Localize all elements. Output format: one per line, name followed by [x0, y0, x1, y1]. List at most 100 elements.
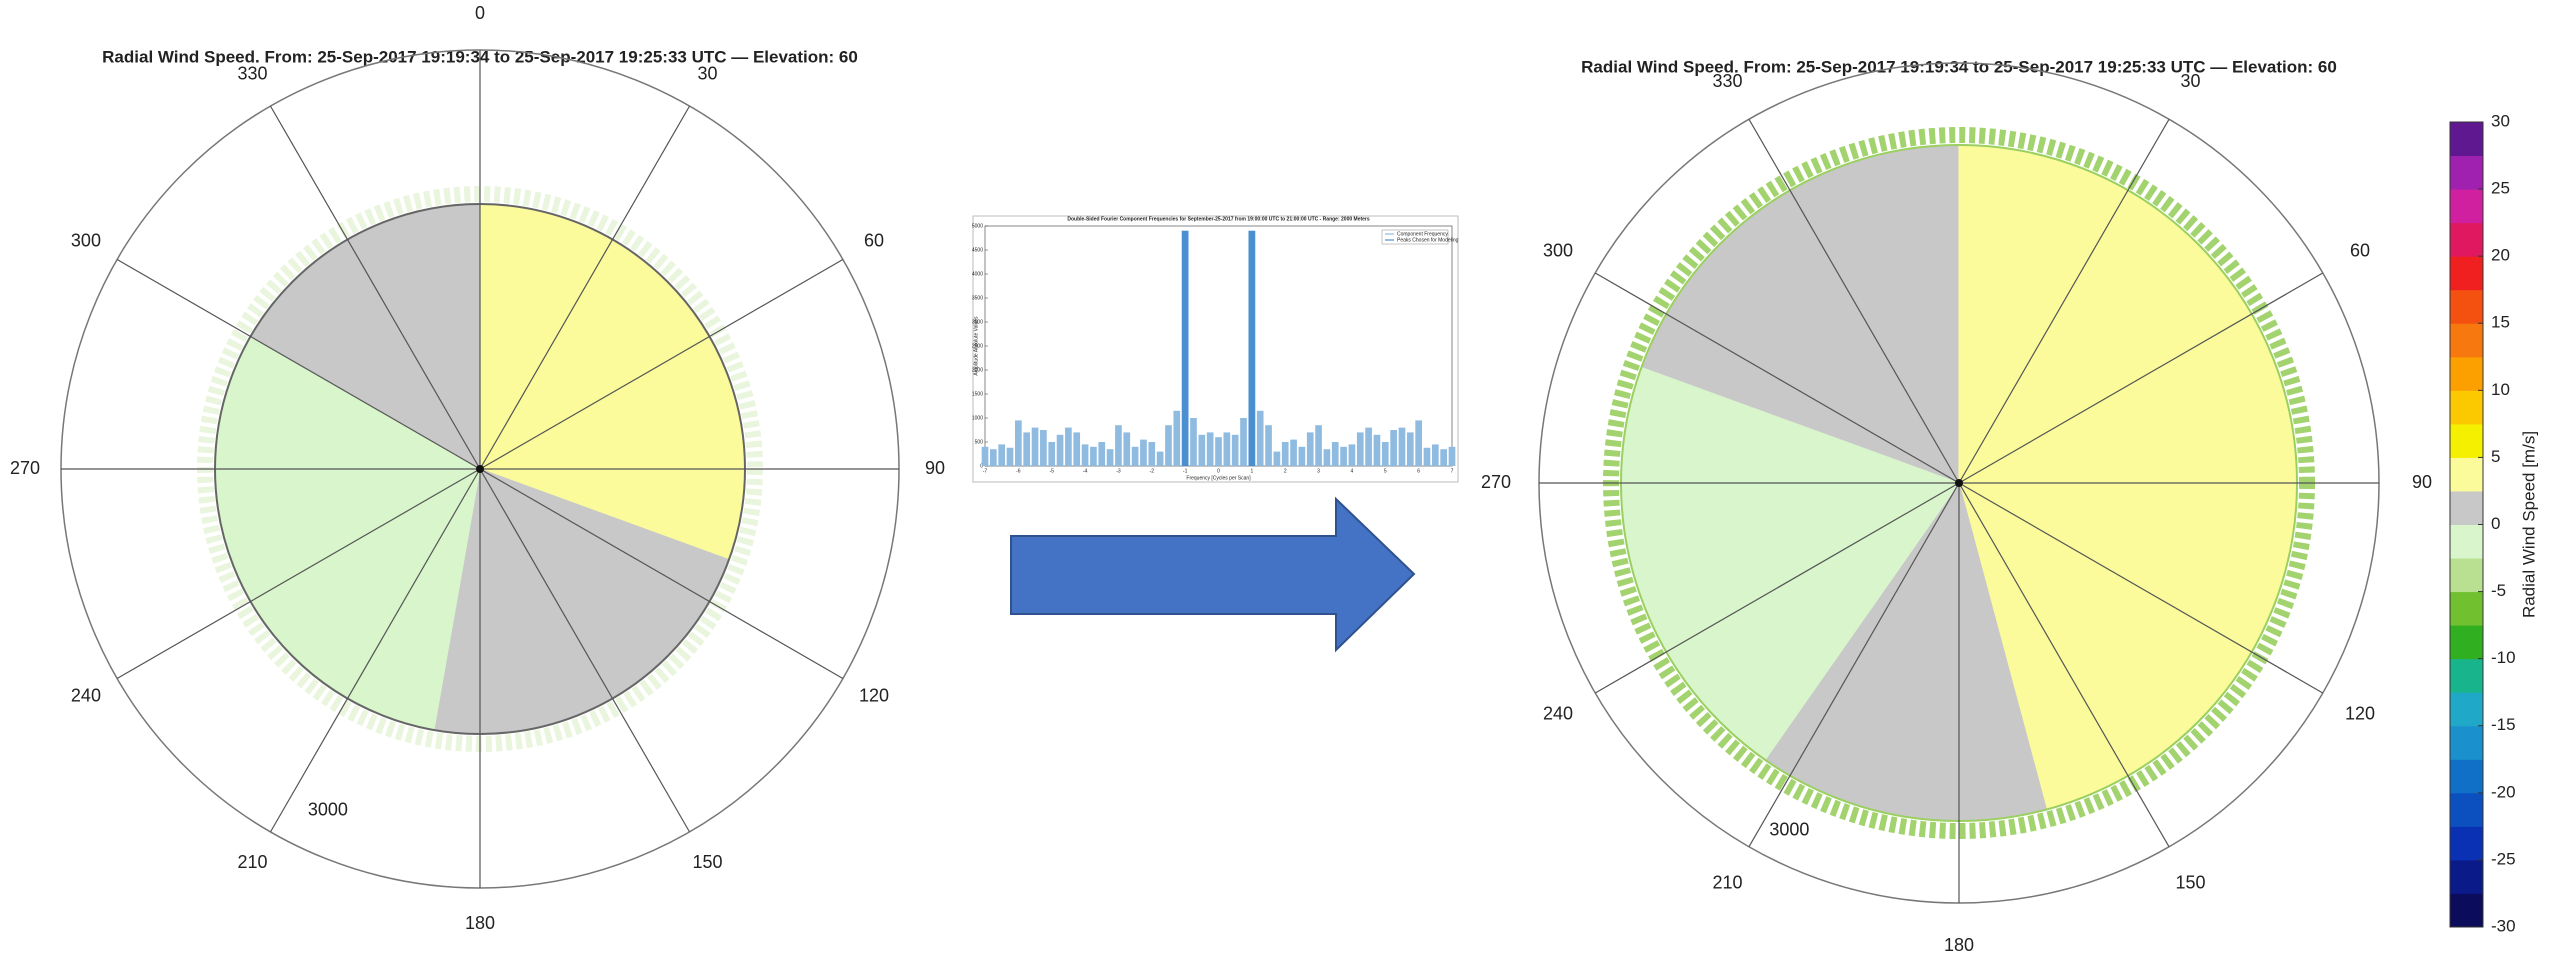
angle-label: 60: [2350, 240, 2370, 260]
y-tick-label: 2000: [972, 367, 983, 373]
angle-label: 150: [692, 852, 722, 872]
spoke: [479, 258, 844, 470]
bar: [1415, 420, 1422, 466]
colorbar-tick-label: 30: [2491, 111, 2510, 130]
bar: [1206, 432, 1214, 466]
x-tick-label: -1: [1183, 468, 1188, 474]
colorbar-bin: [2450, 859, 2483, 894]
bar: [1148, 442, 1156, 466]
colorbar-tick-label: 20: [2491, 246, 2510, 265]
colorbar-bin: [2450, 625, 2483, 660]
x-tick-label: 3: [1317, 468, 1320, 474]
bar: [1390, 430, 1397, 466]
colorbar-tick-label: -5: [2491, 581, 2506, 600]
y-tick-label: 3500: [972, 295, 983, 301]
x-tick-label: 0: [1217, 468, 1220, 474]
bar: [1448, 446, 1456, 466]
bar: [1215, 437, 1222, 466]
y-axis-label: Amplitude Absolute Values: [973, 316, 979, 376]
x-tick-label: 1: [1250, 468, 1253, 474]
bar: [1240, 418, 1247, 466]
bar: [1123, 432, 1131, 466]
spoke: [116, 258, 481, 470]
bar: [1248, 230, 1256, 466]
angle-label: 60: [864, 230, 884, 250]
y-tick-label: 4000: [972, 271, 983, 277]
bar: [1090, 446, 1097, 466]
colorbar-bin: [2450, 189, 2483, 224]
bar: [1423, 447, 1431, 466]
colorbar-bin: [2450, 725, 2483, 760]
colorbar-bin: [2450, 692, 2483, 727]
bar: [1306, 432, 1314, 466]
bar: [1181, 230, 1189, 466]
colorbar-bin: [2450, 256, 2483, 291]
angle-label: 300: [71, 230, 101, 250]
angle-label: 240: [71, 685, 101, 705]
colorbar-bin: [2450, 490, 2483, 525]
colorbar-bin: [2450, 558, 2483, 593]
bar: [1373, 434, 1381, 466]
bar: [1298, 446, 1306, 466]
center-dot: [476, 465, 484, 473]
bar: [1265, 425, 1272, 466]
bar: [1065, 427, 1072, 466]
colorbar-tick-label: 5: [2491, 447, 2500, 466]
colorbar-bin: [2450, 323, 2483, 358]
bar: [1073, 432, 1081, 466]
x-tick-label: 7: [1451, 468, 1454, 474]
arrow: [1010, 496, 1416, 653]
bar: [1165, 425, 1172, 466]
center-dot: [1955, 479, 1963, 487]
angle-label: 90: [2412, 472, 2432, 492]
bar: [1273, 451, 1281, 466]
bar: [1323, 449, 1331, 466]
colorbar-tick-label: 15: [2491, 313, 2510, 332]
spoke: [1748, 118, 1960, 484]
colorbar-bin: [2450, 155, 2483, 190]
spoke: [479, 105, 691, 470]
bar: [1365, 427, 1372, 466]
angle-label: 330: [1712, 71, 1742, 91]
y-tick-label: 4500: [972, 247, 983, 253]
y-tick-label: 1000: [972, 415, 983, 421]
spoke: [1958, 482, 2324, 694]
angle-label: 270: [1481, 472, 1511, 492]
angle-label: 210: [237, 852, 267, 872]
angle-label: 120: [2345, 703, 2375, 723]
bar: [1040, 430, 1047, 466]
angle-label: 30: [697, 64, 717, 84]
x-tick-label: -2: [1150, 468, 1155, 474]
spoke: [479, 468, 844, 680]
x-tick-label: 5: [1384, 468, 1387, 474]
angle-label: 180: [1944, 935, 1974, 955]
bar: [1031, 427, 1039, 466]
colorbar-bin: [2450, 423, 2483, 458]
colorbar-tick-label: -25: [2491, 849, 2516, 868]
bar: [1131, 446, 1139, 466]
angle-label: 270: [10, 458, 40, 478]
x-tick-label: -6: [1016, 468, 1021, 474]
bar: [1198, 434, 1206, 466]
bar: [1231, 434, 1239, 466]
spoke: [1958, 272, 2324, 484]
x-axis-label: Frequency [Cycles per Scan]: [1186, 475, 1251, 481]
spoke: [1958, 482, 2170, 848]
bar: [1223, 432, 1231, 466]
bar: [1315, 425, 1322, 466]
spoke: [479, 468, 691, 833]
spoke: [1594, 272, 1960, 484]
spoke: [269, 105, 481, 470]
bar: [1331, 442, 1339, 466]
angle-label: 330: [237, 64, 267, 84]
bar: [1356, 432, 1364, 466]
bar: [1398, 427, 1406, 466]
bar: [1340, 446, 1347, 466]
colorbar-bin: [2450, 524, 2483, 559]
angle-label: 300: [1543, 240, 1573, 260]
chart-title: Double-Sided Fourier Component Frequenci…: [1067, 216, 1370, 222]
colorbar-bin: [2450, 457, 2483, 492]
x-tick-label: -3: [1116, 468, 1121, 474]
